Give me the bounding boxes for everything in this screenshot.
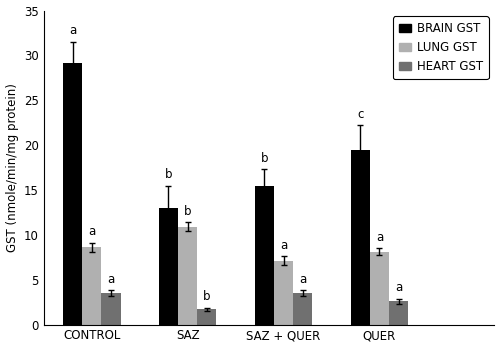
Text: a: a (69, 24, 76, 38)
Legend: BRAIN GST, LUNG GST, HEART GST: BRAIN GST, LUNG GST, HEART GST (393, 16, 488, 79)
Y-axis label: GST (nmole/min/mg protein): GST (nmole/min/mg protein) (6, 83, 18, 252)
Bar (178, 227, 197, 325)
Text: a: a (395, 281, 402, 294)
Bar (274, 261, 293, 325)
Bar (255, 185, 274, 325)
Bar (82, 247, 102, 325)
Bar (63, 63, 82, 325)
Bar (197, 309, 216, 325)
Text: b: b (184, 205, 192, 218)
Text: a: a (88, 226, 96, 238)
Text: b: b (164, 168, 172, 181)
Text: a: a (280, 239, 287, 252)
Bar (370, 252, 389, 325)
Bar (389, 301, 408, 325)
Text: b: b (260, 152, 268, 165)
Text: a: a (108, 273, 114, 286)
Text: a: a (299, 273, 306, 286)
Bar (293, 293, 312, 325)
Text: a: a (376, 231, 383, 244)
Bar (159, 208, 178, 325)
Text: c: c (357, 108, 364, 121)
Bar (102, 293, 120, 325)
Text: b: b (203, 290, 210, 303)
Bar (350, 150, 370, 325)
